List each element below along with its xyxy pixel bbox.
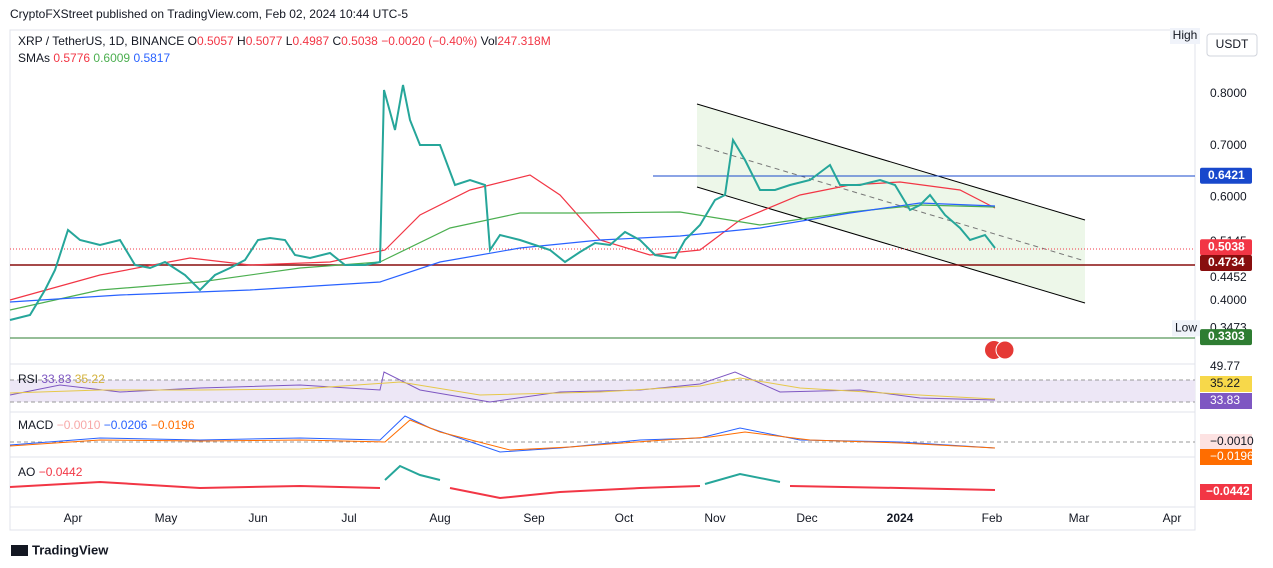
price-tick: 0.4000: [1210, 293, 1247, 307]
channel-mid: [696, 144, 1086, 262]
macd-legend: MACD −0.0010 −0.0206 −0.0196: [18, 418, 195, 432]
sma-line: [9, 202, 996, 303]
ohlc-label: C: [332, 34, 341, 48]
macd-value: −0.0010: [57, 418, 101, 432]
ao-axis-box: [1200, 484, 1252, 500]
sma-label: SMAs: [18, 51, 50, 65]
ao-label: AO: [18, 465, 35, 479]
volume: 247.318M: [497, 34, 550, 48]
change: −0.0020 (−0.40%): [381, 34, 477, 48]
ohlc-label: O: [188, 34, 197, 48]
time-label: Jul: [341, 511, 356, 525]
time-label: Feb: [982, 511, 1003, 525]
ao-legend: AO −0.0442: [18, 465, 83, 479]
price-label-box: [1200, 239, 1252, 256]
sma-value: 0.5817: [133, 51, 170, 65]
rsi-axis: 49.77: [1210, 359, 1240, 373]
ohlc-label: L: [286, 34, 293, 48]
price-label: 0.3303: [1208, 329, 1245, 343]
rsi-ma: [9, 377, 996, 400]
ao-bars: [789, 485, 996, 491]
ao-axis: −0.0442: [1206, 484, 1250, 498]
symbol: XRP / TetherUS, 1D, BINANCE: [18, 34, 184, 48]
legend: XRP / TetherUS, 1D, BINANCE O0.5057 H0.5…: [18, 34, 551, 48]
ohlc-value: 0.5077: [246, 34, 283, 48]
ao-bars: [9, 480, 381, 490]
macd-axis-box: [1200, 449, 1252, 465]
currency: USDT: [1216, 37, 1249, 51]
sma-value: 0.5776: [53, 51, 90, 65]
high-box: [1170, 28, 1200, 44]
rsi-axis: 33.83: [1210, 393, 1240, 407]
ohlc-label: H: [237, 34, 246, 48]
price-label-box: [1200, 329, 1252, 346]
channel-bottom: [696, 186, 1086, 304]
sma-legend: SMAs 0.5776 0.6009 0.5817: [18, 51, 170, 65]
sma-line: [9, 204, 996, 311]
price-path: [9, 84, 996, 321]
macd-value: −0.0206: [104, 418, 148, 432]
price-label: 0.5038: [1208, 239, 1245, 253]
price-label: 0.6421: [1208, 168, 1245, 182]
channel-top: [696, 103, 1086, 221]
high-label: High: [1173, 28, 1198, 42]
time-label: Aug: [429, 511, 450, 525]
ao-bars: [704, 472, 781, 485]
currency-box: [1206, 33, 1258, 57]
time-label: Nov: [704, 511, 725, 525]
price-tick: 0.6000: [1210, 190, 1247, 204]
low-box: [1172, 320, 1200, 337]
sma-value: 0.6009: [93, 51, 130, 65]
time-label: May: [155, 511, 178, 525]
rsi-value: 35.22: [75, 372, 105, 386]
ao-value: −0.0442: [39, 465, 83, 479]
price-label: 0.4734: [1208, 255, 1245, 269]
time-label: Dec: [796, 511, 817, 525]
ohlc-value: 0.4987: [292, 34, 329, 48]
time-label: 2024: [887, 511, 914, 525]
rsi-value: 33.83: [41, 372, 71, 386]
event-icon: [995, 340, 1015, 360]
time-label: Apr: [64, 511, 83, 525]
macd-axis-box: [1200, 434, 1252, 450]
rsi-label: RSI: [18, 372, 38, 386]
brand-logo: [11, 545, 28, 556]
ao-bars: [384, 464, 441, 481]
low-label: Low: [1175, 320, 1197, 334]
rsi-axis-box: [1200, 376, 1252, 392]
time-label: Oct: [615, 511, 634, 525]
rsi-axis: 35.22: [1210, 376, 1240, 390]
price-label-box: [1200, 167, 1252, 184]
macd-axis: −0.0196: [1210, 449, 1254, 463]
brand: TradingView: [32, 542, 109, 557]
rsi-line: [9, 371, 996, 403]
rsi-axis-box: [1200, 393, 1252, 409]
time-label: Apr: [1163, 511, 1182, 525]
macd-value: −0.0196: [151, 418, 195, 432]
volume-label: Vol: [481, 34, 498, 48]
time-label: Sep: [523, 511, 545, 525]
price-label-box: [1200, 255, 1252, 272]
signal-line: [9, 419, 996, 451]
price-tick: 0.4452: [1210, 270, 1247, 284]
publisher: CryptoFXStreet published on TradingView.…: [10, 7, 408, 21]
price-tick: 0.8000: [1210, 86, 1247, 100]
time-label: Mar: [1069, 511, 1090, 525]
ohlc-value: 0.5057: [197, 34, 234, 48]
ohlc-value: 0.5038: [341, 34, 378, 48]
rsi-legend: RSI 33.83 35.22: [18, 372, 105, 386]
macd-axis: −0.0010: [1210, 434, 1254, 448]
ao-bars: [449, 485, 701, 500]
time-label: Jun: [248, 511, 267, 525]
macd-label: MACD: [18, 418, 54, 432]
price-tick: 0.7000: [1210, 138, 1247, 152]
